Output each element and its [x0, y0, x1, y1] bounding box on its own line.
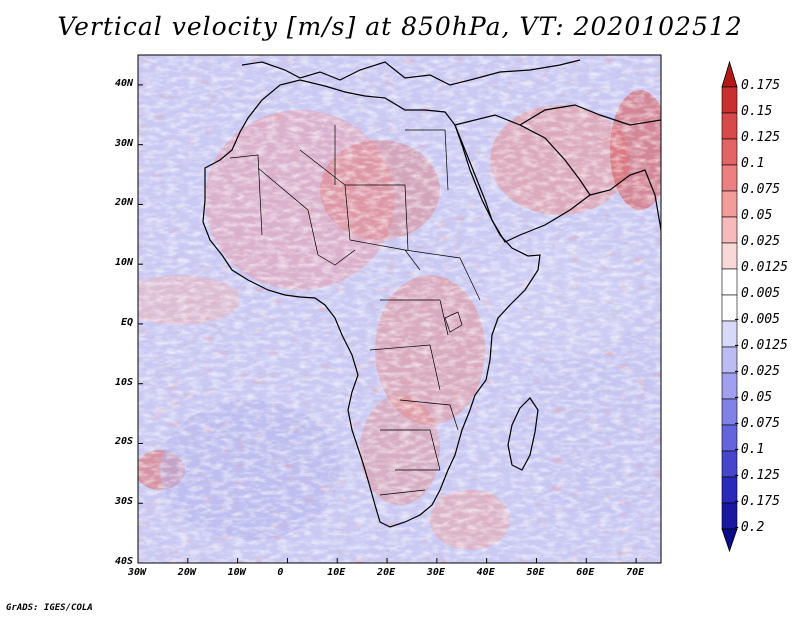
field-white-texture — [138, 55, 661, 563]
lon-label: 30W — [128, 567, 147, 578]
africa-coastline — [202, 79, 541, 528]
colorbar-segment — [721, 138, 738, 166]
lat-label: 20N — [114, 197, 133, 209]
colorbar-label: 0.175 — [741, 78, 781, 93]
country-borders — [229, 125, 481, 496]
europe-coast — [241, 59, 581, 86]
colorbar-segment — [721, 268, 738, 296]
lon-label: 40E — [476, 567, 495, 578]
velocity-field — [138, 55, 661, 563]
colorbar-label: -0.175 — [733, 494, 780, 509]
colorbar-label: 0.075 — [741, 182, 781, 197]
border-lines — [229, 125, 481, 496]
lat-label: 40N — [114, 77, 133, 89]
lon-label: 0 — [277, 567, 284, 578]
lon-label: 50E — [526, 567, 545, 578]
footer-credit: GrADS: IGES/COLA — [6, 603, 93, 613]
colorbar-label: -0.05 — [733, 390, 773, 405]
colorbar-label: -0.075 — [733, 416, 780, 431]
lon-label: 10E — [327, 567, 346, 578]
colorbar-label: 0.125 — [741, 130, 781, 145]
lat-label: 10N — [114, 257, 133, 269]
lon-label: 20E — [377, 567, 396, 578]
colorbar-label: 0.0125 — [741, 260, 788, 275]
colorbar-label: -0.005 — [733, 312, 780, 327]
colorbar-label: 0.025 — [741, 234, 781, 249]
lon-label: 20W — [177, 567, 196, 578]
lat-label: 30S — [114, 496, 133, 508]
lat-label: 40S — [114, 556, 133, 567]
colorbar-label: 0.05 — [741, 208, 773, 223]
colorbar-label: -0.0125 — [733, 338, 788, 353]
lat-label: 30N — [114, 137, 133, 149]
colorbar-segment — [721, 190, 738, 218]
colorbar-top-arrow — [721, 60, 738, 88]
colorbar-label: 0.005 — [741, 286, 781, 301]
plot-title: Vertical velocity [m/s] at 850hPa, VT: 2… — [57, 12, 743, 41]
plot-frame — [137, 54, 662, 564]
arabian-peninsula — [454, 114, 591, 243]
lake-victoria — [444, 311, 463, 333]
colorbar-segment — [721, 164, 738, 192]
colorbar-label: -0.1 — [733, 442, 765, 457]
colorbar-segment — [721, 86, 738, 114]
colorbar-label: -0.025 — [733, 364, 780, 379]
lon-label: 30E — [426, 567, 445, 578]
colorbar-bottom-arrow — [721, 528, 738, 553]
colorbar-label: 0.15 — [741, 104, 773, 119]
colorbar-segment — [721, 216, 738, 244]
colorbar-segment — [721, 242, 738, 270]
colorbar-segment — [721, 112, 738, 140]
lon-label: 70E — [626, 567, 645, 578]
lon-label: 10W — [227, 567, 246, 578]
india-coast — [589, 169, 661, 231]
lon-label: 60E — [576, 567, 595, 578]
persia-coast — [519, 104, 661, 126]
lat-label: 20S — [114, 436, 133, 448]
colorbar-label: -0.125 — [733, 468, 780, 483]
axis-ticks — [137, 84, 637, 564]
colorbar-label: -0.2 — [733, 520, 765, 535]
lat-label: 10S — [114, 376, 133, 388]
coastlines — [202, 59, 661, 528]
lat-label: EQ — [120, 316, 133, 328]
colorbar — [721, 60, 738, 553]
colorbar-label: 0.1 — [741, 156, 765, 171]
madagascar — [507, 397, 539, 471]
